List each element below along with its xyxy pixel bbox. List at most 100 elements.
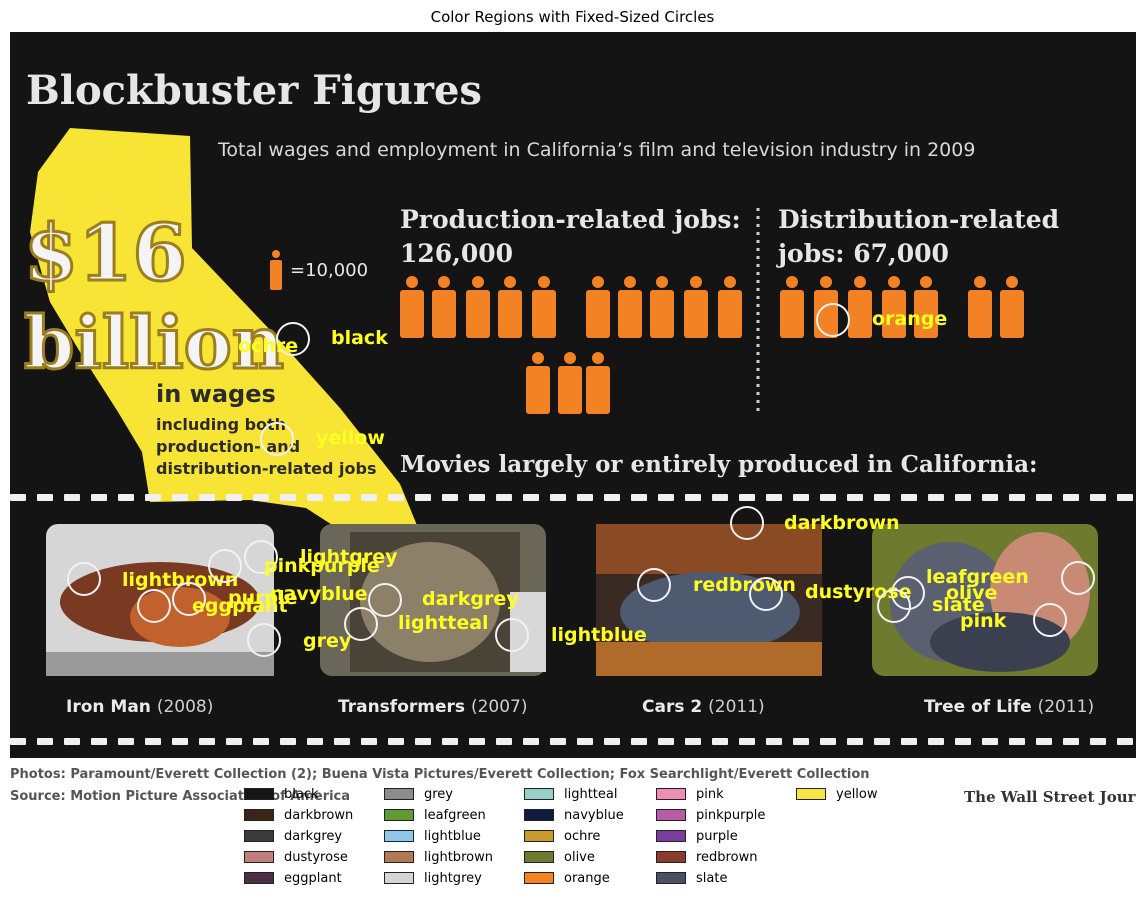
- legend-label: pinkpurple: [696, 807, 766, 823]
- subtitle: Total wages and employment in California…: [217, 139, 975, 161]
- legend-item-lightbrown: lightbrown: [384, 847, 493, 867]
- legend-label: redbrown: [696, 849, 758, 865]
- legend-swatch: [244, 872, 274, 884]
- poster-image: Blockbuster Figures Total wages and empl…: [10, 32, 1136, 808]
- credits-band: [10, 758, 1136, 808]
- legend-item-yellow: yellow: [796, 784, 878, 804]
- legend-swatch: [656, 872, 686, 884]
- region-ring: [208, 549, 242, 583]
- region-ring: [247, 623, 281, 657]
- legend-label: lightblue: [424, 828, 481, 844]
- legend-label: pink: [696, 786, 724, 802]
- legend-item-ochre: ochre: [524, 826, 600, 846]
- legend-swatch: [656, 830, 686, 842]
- legend-swatch: [656, 851, 686, 863]
- california-map: [30, 128, 428, 580]
- wage-unit: billion: [24, 300, 284, 385]
- legend-swatch: [524, 851, 554, 863]
- legend-label: yellow: [836, 786, 878, 802]
- distribution-title-1: Distribution-related: [778, 205, 1059, 234]
- wage-amount: $16: [24, 208, 187, 299]
- legend-label: darkbrown: [284, 807, 354, 823]
- legend-label: olive: [564, 849, 595, 865]
- region-label: darkgrey: [422, 588, 519, 610]
- legend-label: orange: [564, 870, 610, 886]
- movie-caption-transformers: Transformers (2007): [338, 697, 527, 717]
- movie-caption-cars2: Cars 2 (2011): [642, 697, 765, 717]
- legend-item-leafgreen: leafgreen: [384, 805, 486, 825]
- legend-swatch: [656, 809, 686, 821]
- region-label: leafgreen: [926, 566, 1029, 588]
- movie-caption-tree-of-life: Tree of Life (2011): [924, 697, 1094, 717]
- legend-item-dustyrose: dustyrose: [244, 847, 348, 867]
- legend-item-black: black: [244, 784, 319, 804]
- legend-label: navyblue: [564, 807, 624, 823]
- region-label: pinkpurple: [264, 555, 380, 577]
- legend-swatch: [384, 830, 414, 842]
- legend-label: lightgrey: [424, 870, 482, 886]
- region-label: yellow: [316, 427, 385, 449]
- legend-label: darkgrey: [284, 828, 343, 844]
- legend-swatch: [384, 872, 414, 884]
- region-label: slate: [932, 594, 985, 616]
- legend-item-orange: orange: [524, 868, 610, 888]
- region-ring: [276, 322, 310, 356]
- region-ring: [172, 582, 206, 616]
- legend-label: ochre: [564, 828, 601, 844]
- region-ring: [137, 589, 171, 623]
- legend-swatch: [244, 809, 274, 821]
- person-icon: [270, 250, 282, 290]
- legend-label: eggplant: [284, 870, 342, 886]
- production-title-1: Production-related jobs:: [400, 205, 741, 234]
- legend-item-navyblue: navyblue: [524, 805, 624, 825]
- legend-swatch: [656, 788, 686, 800]
- legend-item-lightteal: lightteal: [524, 784, 618, 804]
- region-label: lightteal: [398, 612, 489, 634]
- region-label: lightgrey: [300, 546, 398, 568]
- region-label: eggplant: [192, 595, 288, 617]
- region-label: purple: [228, 587, 298, 609]
- legend-label: grey: [424, 786, 454, 802]
- region-ring: [1061, 561, 1095, 595]
- region-label: lightbrown: [122, 569, 239, 591]
- region-label: grey: [303, 630, 352, 652]
- movies-heading: Movies largely or entirely produced in C…: [400, 451, 1038, 478]
- region-label: pink: [960, 610, 1007, 632]
- region-ring: [637, 568, 671, 602]
- publisher: The Wall Street Journal: [964, 788, 1136, 806]
- region-label: olive: [946, 582, 998, 604]
- poster-art: Blockbuster Figures Total wages and empl…: [10, 67, 1136, 808]
- legend-item-lightgrey: lightgrey: [384, 868, 482, 888]
- legend-label: lightbrown: [424, 849, 493, 865]
- legend-swatch: [524, 788, 554, 800]
- film-strip-perforations: [10, 494, 1133, 745]
- wage-note-1: including both: [156, 415, 286, 434]
- region-label: navyblue: [270, 583, 368, 605]
- legend-label: slate: [696, 870, 728, 886]
- legend-swatch: [524, 830, 554, 842]
- figure-title: Color Regions with Fixed-Sized Circles: [430, 8, 715, 26]
- credits-line-1: Photos: Paramount/Everett Collection (2)…: [10, 767, 870, 782]
- production-title-2: 126,000: [400, 239, 513, 268]
- wage-note-3: distribution-related jobs: [156, 459, 376, 478]
- region-label: orange: [872, 308, 948, 330]
- legend-swatch: [796, 788, 826, 800]
- legend-item-redbrown: redbrown: [656, 847, 757, 867]
- legend-item-lightblue: lightblue: [384, 826, 481, 846]
- legend-swatch: [524, 809, 554, 821]
- legend-item-olive: olive: [524, 847, 595, 867]
- region-ring: [495, 618, 529, 652]
- region-ring: [260, 422, 294, 456]
- movie-caption-iron-man: Iron Man (2008): [66, 697, 213, 717]
- legend-item-pink: pink: [656, 784, 724, 804]
- legend-swatch: [384, 809, 414, 821]
- region-ring: [730, 506, 764, 540]
- legend-label: dustyrose: [284, 849, 348, 865]
- legend-item-purple: purple: [656, 826, 738, 846]
- region-ring: [877, 589, 911, 623]
- legend-swatch: [384, 851, 414, 863]
- region-label: ochre: [238, 335, 299, 357]
- legend-swatch: [244, 851, 274, 863]
- legend-label: leafgreen: [424, 807, 486, 823]
- headline: Blockbuster Figures: [26, 67, 482, 114]
